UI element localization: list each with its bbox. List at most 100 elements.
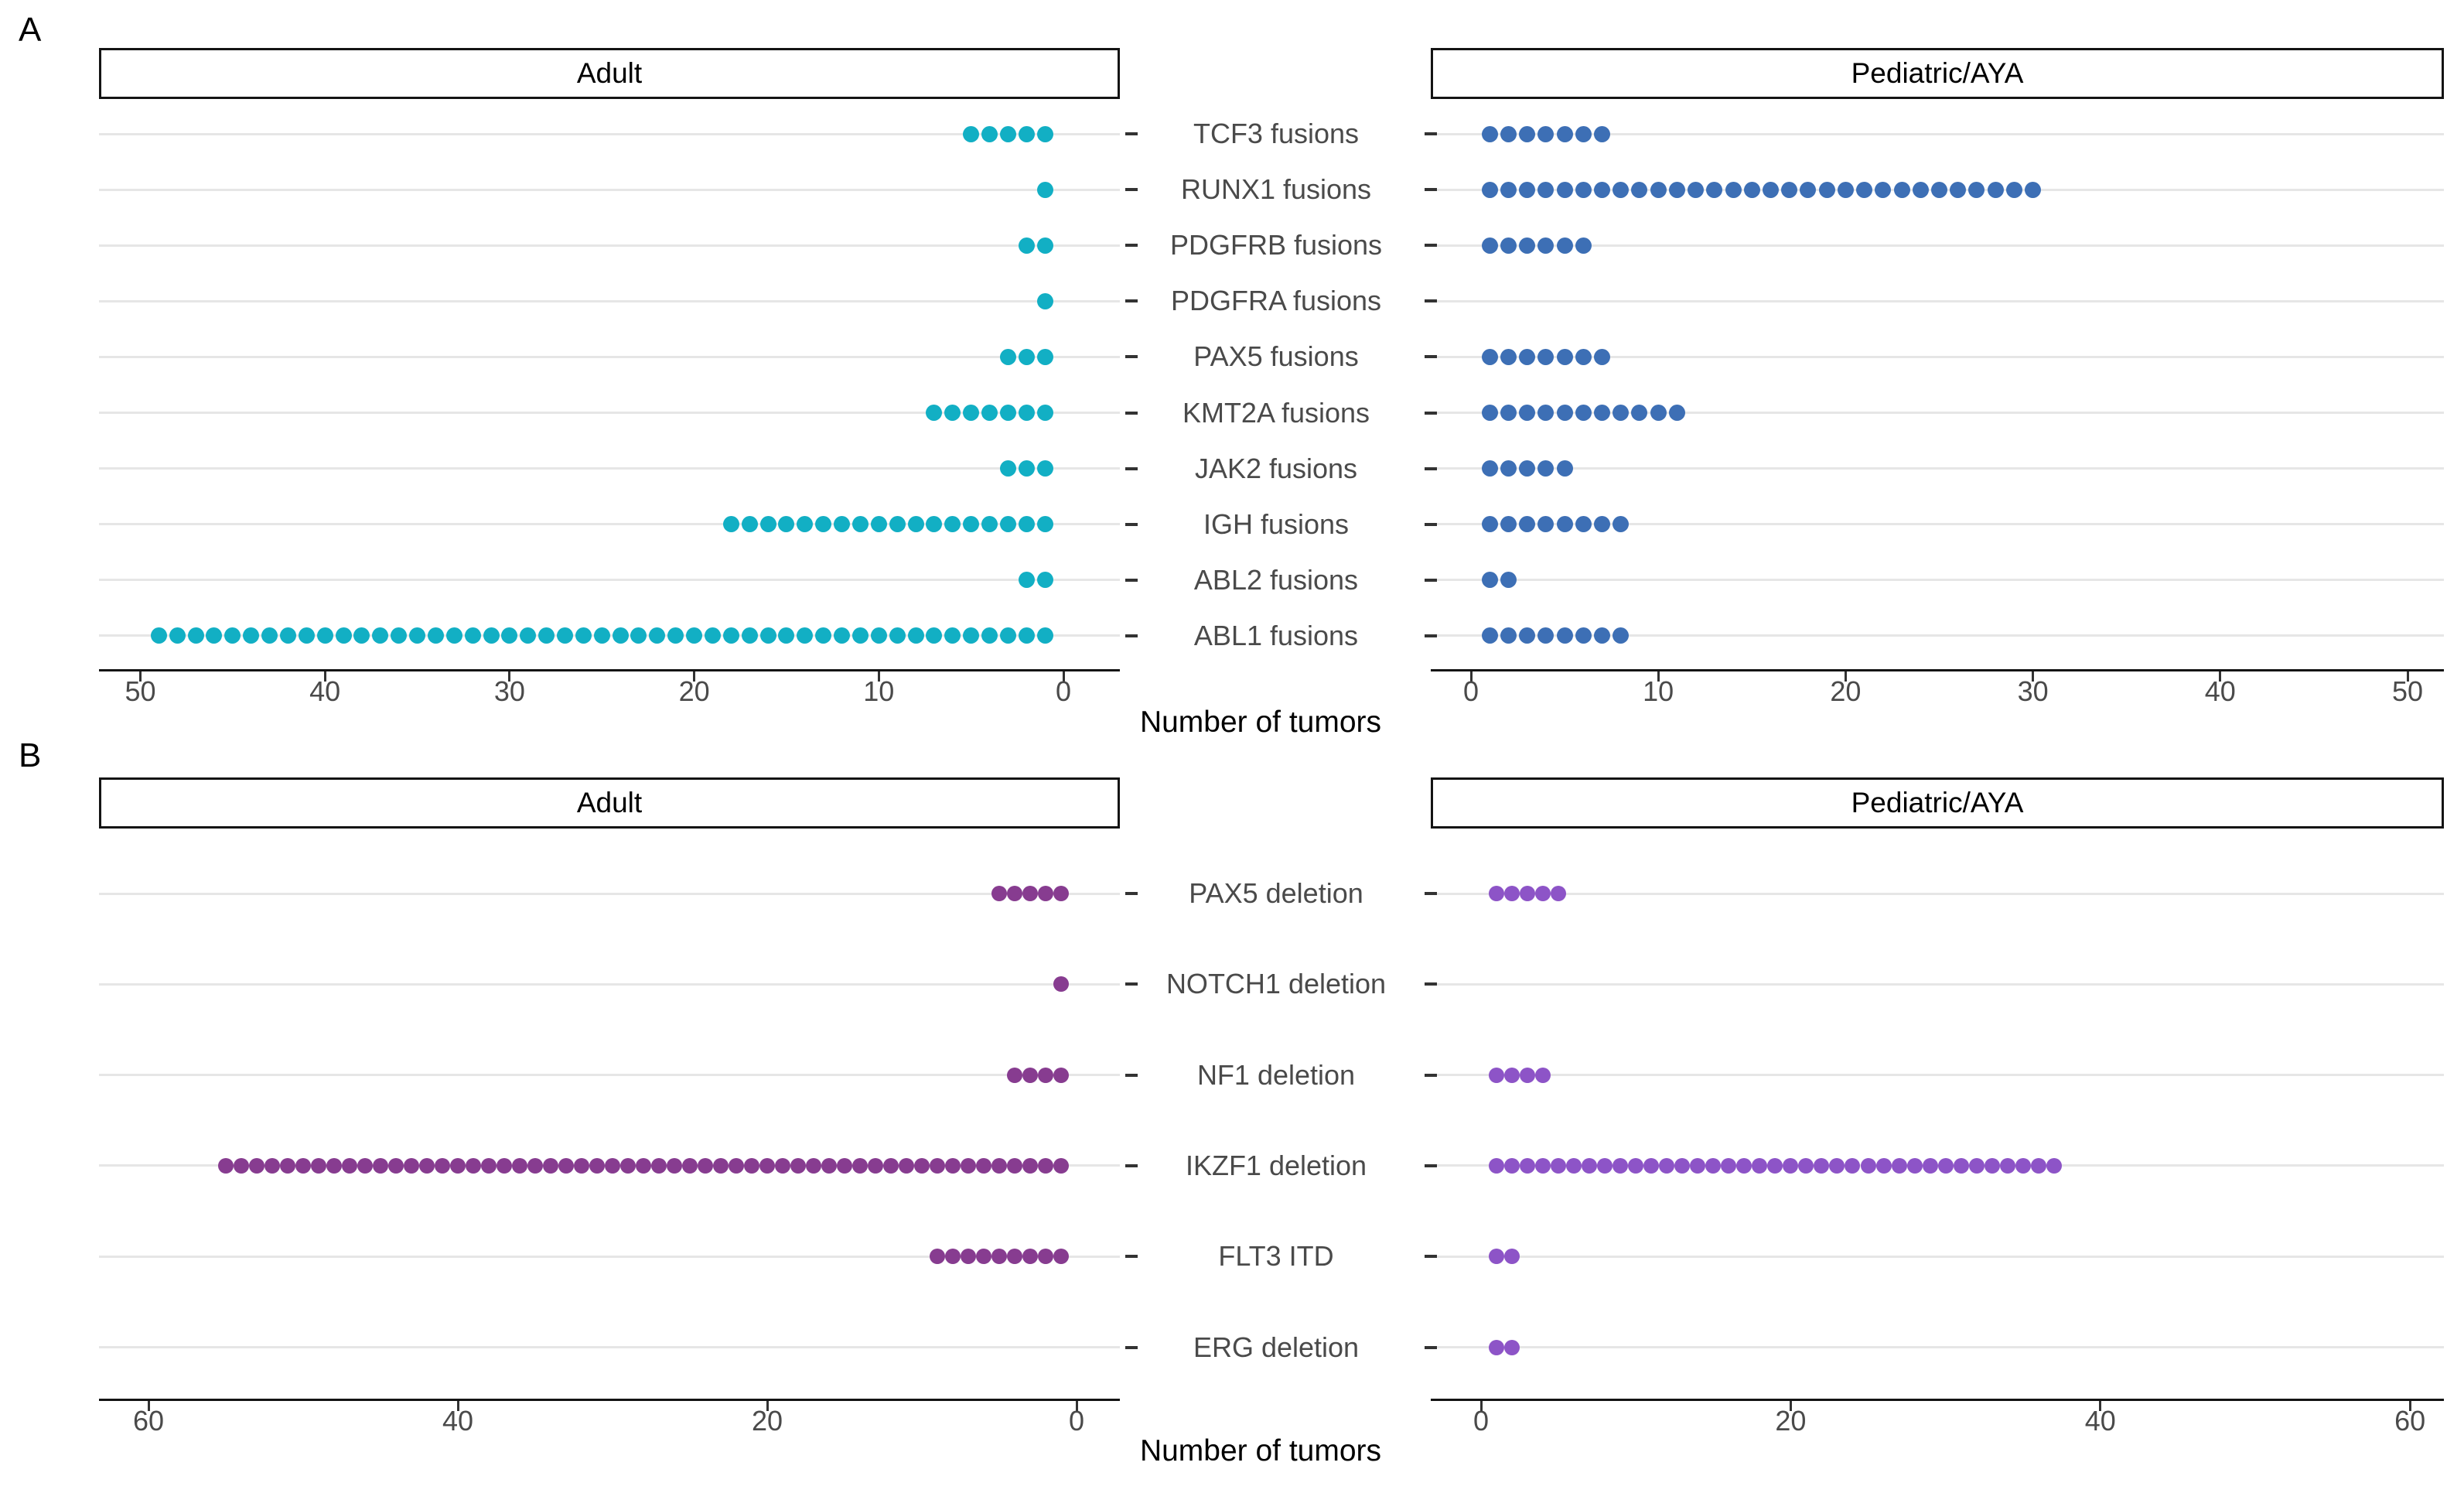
data-dot-adult: [557, 627, 573, 644]
data-dot-adult: [852, 1157, 868, 1174]
data-dot-adult: [1007, 1157, 1022, 1174]
data-dot-adult: [914, 1157, 930, 1174]
data-dot-pediatric: [1575, 125, 1592, 142]
category-tick-right: [1425, 355, 1437, 359]
x-tick-label-adult: 40: [442, 1405, 474, 1437]
x-axis-tick-adult: [323, 671, 326, 682]
category-tick-left: [1125, 892, 1138, 895]
data-dot-pediatric: [1690, 1157, 1706, 1174]
data-dot-adult: [999, 516, 1016, 533]
data-dot-adult: [1036, 572, 1053, 589]
data-dot-pediatric: [1906, 1157, 1923, 1174]
data-dot-adult: [206, 627, 223, 644]
data-dot-pediatric: [2005, 181, 2022, 198]
row-stem-pediatric: [1431, 1255, 2444, 1258]
x-axis-tick-pediatric: [2099, 1401, 2102, 1411]
data-dot-pediatric: [1551, 886, 1567, 901]
category-tick-left: [1125, 982, 1138, 986]
data-dot-pediatric: [1566, 1157, 1582, 1174]
data-dot-pediatric: [1575, 181, 1592, 198]
data-dot-adult: [1053, 886, 1069, 901]
data-dot-adult: [999, 405, 1016, 421]
x-tick-label-adult: 0: [1068, 1405, 1085, 1437]
x-tick-label-adult: 50: [125, 675, 156, 707]
data-dot-pediatric: [1489, 1249, 1505, 1265]
data-dot-pediatric: [1984, 1157, 2000, 1174]
data-dot-pediatric: [1893, 181, 1910, 198]
data-dot-adult: [483, 627, 500, 644]
data-dot-pediatric: [1594, 125, 1611, 142]
data-dot-adult: [249, 1157, 264, 1174]
data-dot-pediatric: [1556, 125, 1573, 142]
row-stem-pediatric: [1431, 1074, 2444, 1077]
data-dot-adult: [976, 1157, 991, 1174]
x-axis-tick-pediatric: [2406, 671, 2409, 682]
data-dot-adult: [512, 1157, 527, 1174]
data-dot-pediatric: [1594, 181, 1611, 198]
row-label: PDGFRB fusions: [1169, 229, 1383, 261]
data-dot-adult: [1007, 886, 1022, 901]
data-dot-adult: [926, 405, 943, 421]
data-dot-adult: [834, 516, 851, 533]
data-dot-adult: [991, 886, 1007, 901]
panel-b-letter: B: [19, 736, 42, 774]
data-dot-pediatric: [1556, 516, 1573, 533]
data-dot-pediatric: [1594, 516, 1611, 533]
x-tick-label-adult: 20: [678, 675, 710, 707]
data-dot-pediatric: [1500, 516, 1517, 533]
data-dot-adult: [1053, 1157, 1069, 1174]
data-dot-pediatric: [1504, 1249, 1520, 1265]
data-dot-adult: [150, 627, 167, 644]
x-tick-label-adult: 20: [751, 1405, 783, 1437]
data-dot-pediatric: [1597, 1157, 1613, 1174]
x-axis-tick-adult: [147, 1401, 150, 1411]
data-dot-adult: [790, 1157, 806, 1174]
data-dot-pediatric: [1837, 181, 1854, 198]
data-dot-adult: [759, 516, 776, 533]
row-stem-pediatric: [1431, 892, 2444, 895]
category-tick-right: [1425, 299, 1437, 303]
data-dot-pediatric: [1500, 125, 1517, 142]
data-dot-adult: [1036, 627, 1053, 644]
data-dot-pediatric: [1504, 1339, 1520, 1355]
data-dot-pediatric: [1860, 1157, 1876, 1174]
data-dot-pediatric: [1631, 181, 1648, 198]
data-dot-pediatric: [1743, 181, 1760, 198]
data-dot-adult: [1036, 516, 1053, 533]
row-stem-adult: [99, 467, 1120, 470]
data-dot-pediatric: [1489, 1067, 1505, 1083]
data-dot-pediatric: [1556, 405, 1573, 421]
data-dot-adult: [1038, 1067, 1053, 1083]
row-stem-pediatric: [1431, 1346, 2444, 1348]
x-axis-tick-adult: [1075, 1401, 1078, 1411]
data-dot-adult: [775, 1157, 790, 1174]
data-dot-pediatric: [1999, 1157, 2015, 1174]
data-dot-pediatric: [1575, 627, 1592, 644]
data-dot-adult: [435, 1157, 450, 1174]
data-dot-adult: [527, 1157, 543, 1174]
category-tick-right: [1425, 244, 1437, 248]
data-dot-adult: [1036, 237, 1053, 254]
x-tick-label-pediatric: 40: [2204, 675, 2236, 707]
category-tick-right: [1425, 1345, 1437, 1349]
data-dot-pediatric: [1500, 627, 1517, 644]
row-stem-pediatric: [1431, 355, 2444, 358]
data-dot-pediatric: [1519, 405, 1536, 421]
data-dot-pediatric: [1752, 1157, 1768, 1174]
data-dot-pediatric: [1535, 886, 1551, 901]
data-dot-adult: [1018, 348, 1035, 365]
x-axis-tick-adult: [877, 671, 880, 682]
data-dot-pediatric: [1575, 348, 1592, 365]
row-stem-adult: [99, 299, 1120, 302]
data-dot-pediatric: [2025, 181, 2042, 198]
row-label: IKZF1 deletion: [1185, 1149, 1367, 1181]
row-stem-adult: [99, 892, 1120, 895]
data-dot-adult: [834, 627, 851, 644]
category-tick-left: [1125, 188, 1138, 192]
x-tick-label-pediatric: 0: [1462, 675, 1479, 707]
data-dot-adult: [1036, 348, 1053, 365]
data-dot-pediatric: [1582, 1157, 1598, 1174]
data-dot-adult: [1018, 516, 1035, 533]
data-dot-adult: [218, 1157, 234, 1174]
data-dot-adult: [1022, 1249, 1038, 1265]
